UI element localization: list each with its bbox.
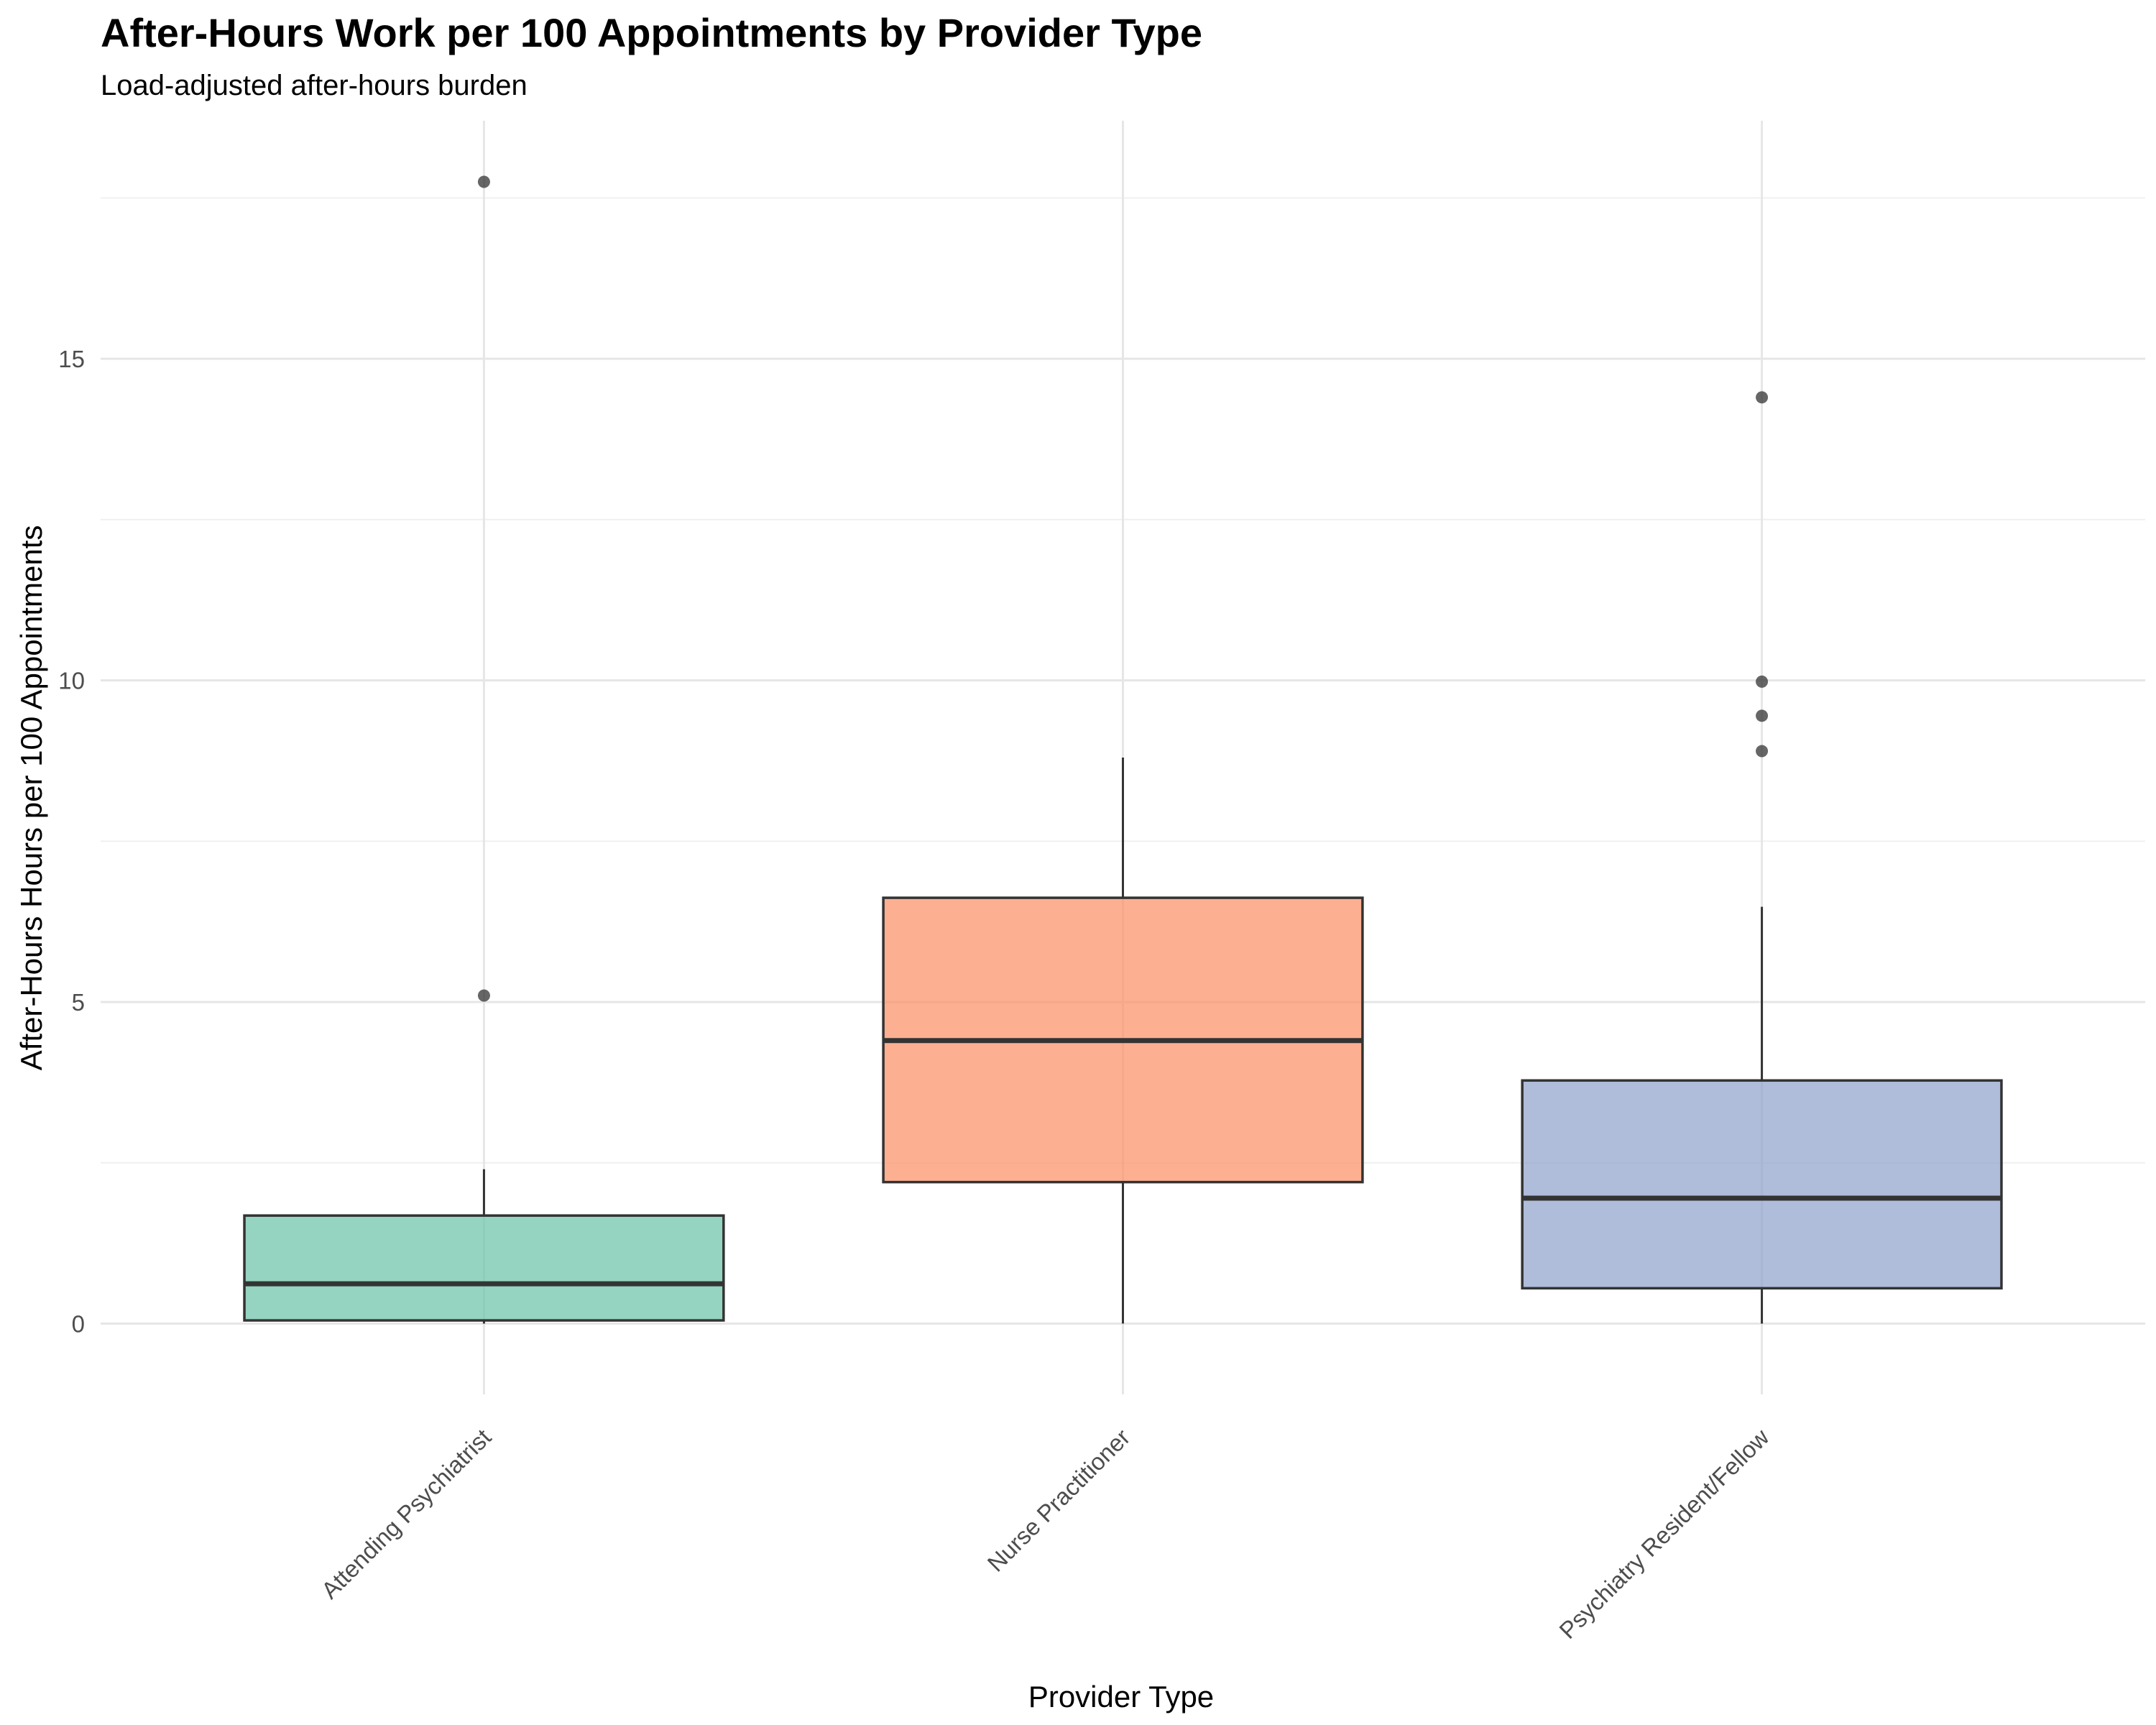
x-tick-label: Nurse Practitioner (982, 1424, 1135, 1577)
x-tick-label: Psychiatry Resident/Fellow (1554, 1424, 1774, 1644)
x-axis-title: Provider Type (1028, 1680, 1214, 1714)
outlier-point (1756, 391, 1769, 404)
x-tick-label: Attending Psychiatrist (316, 1424, 497, 1604)
box-iqr (243, 1214, 725, 1322)
chart-subtitle: Load-adjusted after-hours burden (101, 70, 528, 101)
outlier-point (1756, 745, 1769, 758)
outlier-point (477, 989, 490, 1002)
chart-title: After-Hours Work per 100 Appointments by… (101, 10, 1202, 55)
y-tick-label: 5 (72, 989, 85, 1016)
outlier-point (1756, 709, 1769, 722)
y-tick-label: 10 (58, 668, 85, 694)
outlier-point (1756, 675, 1769, 688)
plot-area: 0 5 10 15 Attending Psychiatrist Nurse Practi… (58, 121, 2145, 1644)
outlier-point (477, 175, 490, 188)
y-axis-title: After-Hours Hours per 100 Appointments (14, 525, 48, 1071)
y-tick-label: 15 (58, 346, 85, 372)
box-iqr (1521, 1079, 2003, 1290)
y-tick-label: 0 (72, 1311, 85, 1338)
